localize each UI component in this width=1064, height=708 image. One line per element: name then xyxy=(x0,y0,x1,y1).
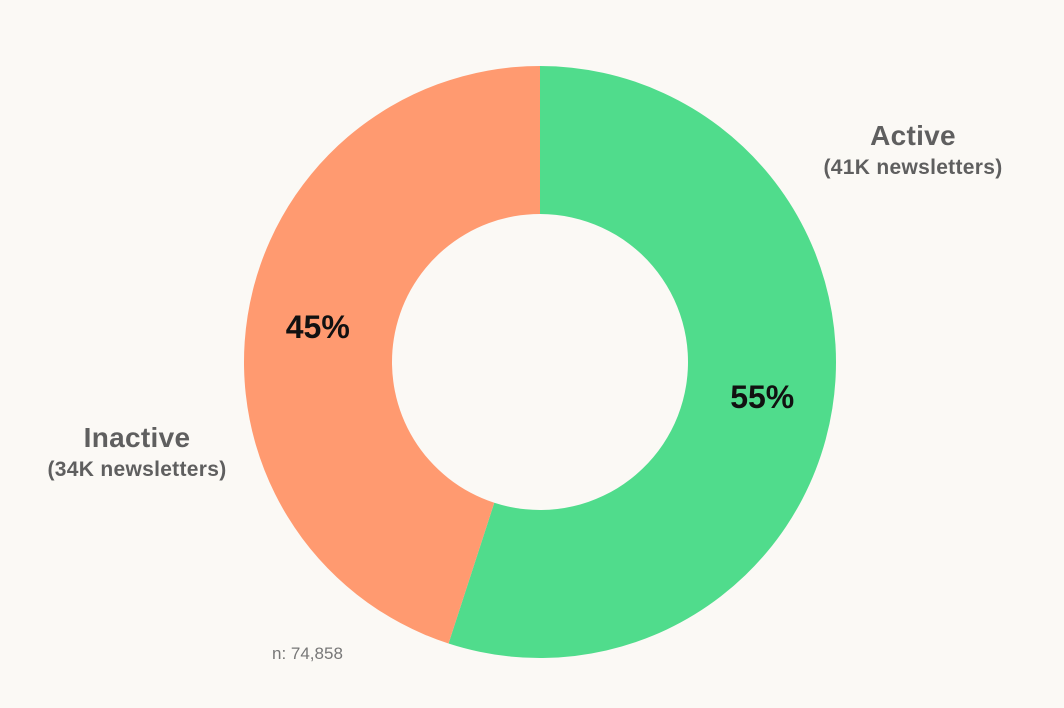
inactive-label-name: Inactive xyxy=(83,422,191,453)
active-label: Active (41K newsletters) xyxy=(800,120,1026,180)
active-label-count: (41K newsletters) xyxy=(823,156,1003,180)
slice-inactive xyxy=(243,66,540,644)
inactive-label-count: (34K newsletters) xyxy=(47,458,227,482)
inactive-label: Inactive (34K newsletters) xyxy=(22,422,252,482)
value-label-inactive: 45% xyxy=(286,309,350,345)
slice-active xyxy=(448,66,836,658)
value-label-active: 55% xyxy=(730,379,794,415)
sample-size-note: n: 74,858 xyxy=(272,644,343,663)
active-label-name: Active xyxy=(870,120,956,151)
